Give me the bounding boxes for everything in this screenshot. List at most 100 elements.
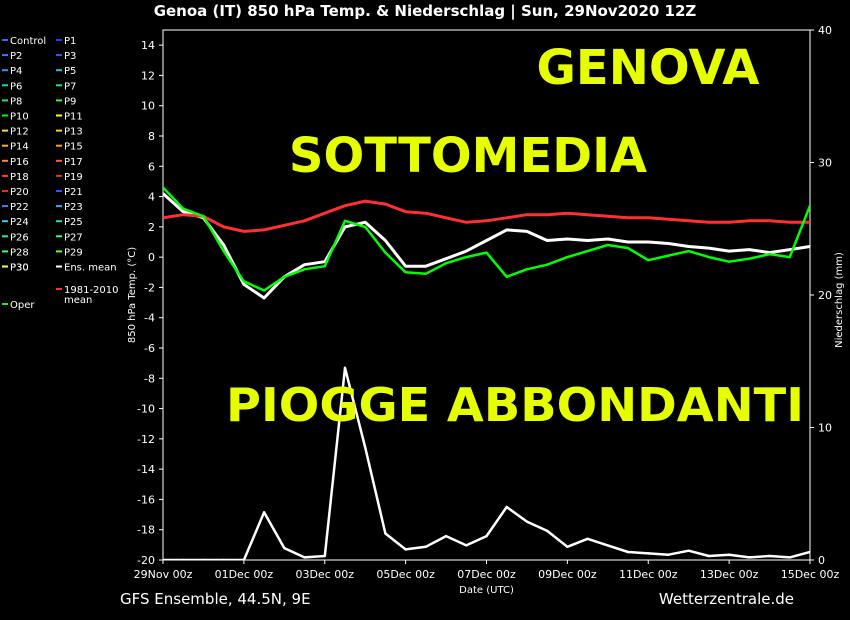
series-line-1981-2010-mean [163, 199, 810, 233]
y-left-axis-title: 850 hPa Temp. (°C) [127, 247, 138, 343]
data-point [384, 239, 387, 242]
data-point [545, 239, 549, 242]
y-right-tick-label: 30 [818, 157, 832, 170]
data-point [485, 219, 488, 222]
data-point [525, 268, 529, 271]
data-point [808, 245, 810, 248]
data-point [242, 283, 246, 286]
data-point [242, 558, 246, 560]
data-point [707, 221, 711, 224]
y-left-tick-label: -10 [137, 403, 155, 416]
data-point [748, 248, 751, 251]
data-point [667, 254, 670, 257]
legend-label: P7 [64, 81, 76, 92]
x-tick-label: 15Dec 00z [781, 568, 840, 581]
data-point [222, 243, 225, 247]
y-left-tick-label: 6 [148, 160, 155, 173]
data-point [323, 212, 326, 215]
data-point [647, 216, 650, 219]
legend-label: P6 [10, 81, 22, 92]
y-right-tick-label: 10 [818, 422, 832, 435]
legend-label: P23 [64, 202, 83, 213]
x-tick-label: 29Nov 00z [134, 568, 193, 581]
data-point [626, 240, 630, 244]
data-point [545, 529, 549, 533]
data-point [505, 228, 508, 232]
legend-label: P20 [10, 187, 29, 198]
data-point [768, 219, 771, 222]
data-point [262, 511, 266, 514]
legend-label: P8 [10, 96, 22, 107]
legend-label: P21 [64, 187, 83, 198]
data-point [222, 225, 225, 229]
data-point [404, 210, 407, 213]
y-right-tick-label: 40 [818, 24, 832, 37]
legend-label: P24 [10, 217, 29, 228]
data-point [444, 216, 448, 219]
data-point [303, 263, 306, 266]
x-tick-label: 05Dec 00z [376, 568, 435, 581]
data-point [303, 556, 306, 559]
y-left-tick-label: 2 [148, 221, 155, 234]
data-point [424, 545, 428, 548]
data-point [424, 272, 428, 275]
data-point [505, 505, 508, 509]
y-left-tick-label: 0 [148, 251, 155, 264]
y-left-tick-label: 12 [141, 69, 155, 82]
data-point [566, 237, 569, 241]
y-right-tick-label: 20 [818, 289, 832, 302]
data-point [586, 213, 589, 216]
legend-label: P28 [10, 247, 29, 258]
series-line-ens-mean [163, 192, 810, 300]
y-left-tick-label: -20 [137, 554, 155, 567]
data-point [222, 558, 225, 560]
data-point [667, 218, 670, 221]
data-point [363, 225, 367, 229]
data-point [465, 255, 468, 259]
data-point [606, 237, 610, 241]
data-point [202, 215, 205, 218]
data-point [647, 552, 650, 555]
data-point [566, 255, 569, 259]
data-point [626, 246, 630, 250]
x-tick-label: 13Dec 00z [700, 568, 759, 581]
data-point [566, 545, 569, 548]
data-point [626, 550, 630, 554]
data-point [465, 221, 468, 224]
data-point [808, 204, 810, 207]
data-point [586, 249, 589, 253]
data-point [242, 230, 246, 233]
data-point [606, 243, 610, 247]
data-point [323, 554, 326, 558]
data-point [606, 544, 610, 547]
data-point [768, 252, 771, 256]
data-point [343, 366, 347, 370]
data-point [485, 239, 488, 242]
data-point [303, 268, 306, 271]
data-point [444, 257, 448, 260]
data-point [707, 255, 711, 259]
data-point [545, 213, 549, 216]
data-point [182, 210, 185, 213]
data-point [182, 213, 185, 216]
data-point [363, 199, 367, 203]
legend-label: P30 [10, 263, 29, 274]
data-point [323, 265, 326, 268]
data-point [707, 554, 711, 558]
data-point [303, 219, 306, 222]
data-point [647, 258, 650, 262]
data-point [363, 446, 367, 449]
data-point [788, 556, 791, 559]
x-tick-label: 03Dec 00z [295, 568, 354, 581]
legend-label: P26 [10, 232, 29, 243]
data-point [727, 260, 731, 263]
data-point [163, 192, 165, 195]
data-point [465, 544, 468, 547]
plot-area [163, 186, 810, 560]
data-point [262, 228, 266, 232]
x-tick-label: 11Dec 00z [619, 568, 678, 581]
y-right-tick-label: 0 [818, 554, 825, 567]
data-point [424, 212, 428, 215]
data-point [182, 207, 185, 210]
